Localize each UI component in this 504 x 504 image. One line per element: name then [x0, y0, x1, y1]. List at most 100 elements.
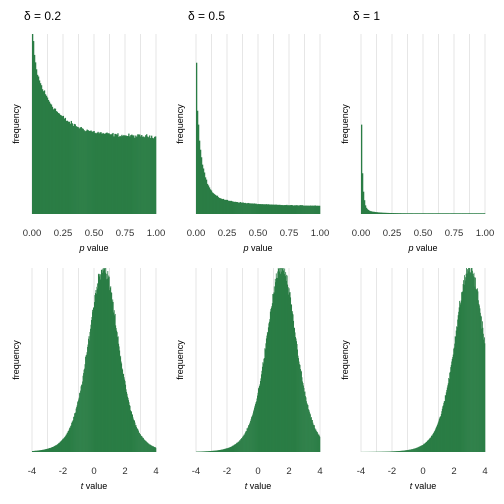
histogram-bar: [269, 311, 271, 452]
histogram-bar: [484, 213, 486, 214]
histogram-bar: [386, 212, 389, 214]
x-axis-variable: t: [81, 481, 84, 491]
histogram-bar: [199, 149, 202, 214]
histogram-bar: [92, 312, 94, 452]
histogram-bar: [115, 325, 117, 452]
histogram-bar: [439, 416, 441, 452]
histogram-bar: [280, 205, 282, 214]
histogram-bar: [405, 213, 407, 214]
histogram-bar: [89, 331, 91, 452]
histogram-bar: [423, 444, 424, 452]
histogram-bar: [153, 138, 155, 214]
histogram-bar: [478, 213, 480, 214]
histogram-bar: [44, 94, 47, 214]
histogram-bar: [43, 90, 46, 214]
histogram-bar: [256, 401, 257, 452]
histogram-bar: [433, 432, 435, 452]
histogram-bar: [444, 401, 446, 452]
histogram-bar: [225, 448, 227, 452]
histogram-bar: [422, 213, 424, 214]
histogram-bar: [441, 411, 443, 452]
histogram-bar: [227, 200, 230, 214]
histogram-bar: [124, 135, 126, 214]
histogram-bar: [453, 347, 455, 452]
histogram-bar: [398, 451, 399, 452]
histogram-bar: [413, 213, 415, 214]
histogram-bar: [406, 213, 408, 214]
histogram-bar: [211, 450, 213, 452]
histogram-bar: [219, 449, 221, 452]
histogram-bar: [88, 336, 90, 452]
histogram-bar: [246, 431, 247, 452]
histogram-bar: [297, 355, 299, 452]
histogram-bar: [39, 83, 42, 214]
histogram-bar: [35, 450, 37, 452]
histogram-bar: [212, 193, 215, 214]
histogram-bar: [273, 292, 275, 452]
histogram-bar: [310, 417, 312, 452]
histogram-bar: [304, 391, 305, 452]
histogram-bar: [285, 272, 287, 452]
histogram-bar: [85, 130, 87, 214]
histogram-bar: [403, 450, 404, 452]
histogram-bar: [149, 444, 151, 452]
histogram-bar: [136, 428, 138, 452]
histogram-bar: [256, 204, 258, 214]
histogram-bar: [290, 297, 292, 452]
histogram-bar: [430, 436, 432, 452]
histogram-bar: [75, 126, 77, 214]
histogram-bar: [415, 213, 417, 214]
histogram-bar: [126, 393, 128, 452]
histogram-bar: [407, 449, 409, 452]
histogram-bar: [451, 361, 453, 452]
histogram-bar: [239, 440, 241, 452]
histogram-bar: [245, 203, 247, 214]
histogram-bar: [207, 451, 209, 452]
histogram-bar: [315, 429, 316, 452]
histogram-bar: [108, 133, 110, 214]
histogram-bar: [393, 451, 395, 452]
histogram-bar: [110, 286, 112, 452]
histogram-bar: [78, 397, 80, 452]
histogram-bar: [276, 277, 278, 452]
histogram-bar: [463, 284, 465, 452]
histogram-bar: [302, 205, 304, 214]
histogram-bar: [420, 445, 422, 452]
histogram-bar: [56, 111, 59, 214]
histogram-bar: [248, 425, 250, 452]
histogram-bar: [37, 450, 39, 452]
histogram-bar: [127, 136, 129, 214]
histogram-bar: [283, 270, 285, 452]
histogram-bar: [361, 173, 364, 214]
histogram-bar: [217, 450, 219, 452]
histogram-bar: [72, 420, 74, 452]
histogram-bar: [254, 203, 256, 214]
histogram-bar: [454, 213, 456, 214]
histogram-bar: [432, 433, 434, 452]
histogram-bar: [93, 130, 95, 214]
histogram-bar: [268, 204, 270, 214]
histogram-bar: [76, 407, 77, 452]
histogram-bar: [70, 426, 71, 452]
histogram-bar: [216, 450, 218, 452]
histogram-bar: [212, 450, 214, 452]
histogram-bar: [37, 450, 39, 452]
x-tick-label: 0.50: [85, 228, 104, 239]
histogram-bar: [214, 450, 216, 452]
histogram-bar: [297, 349, 298, 452]
histogram-bar: [257, 395, 258, 452]
histogram-bar: [458, 307, 460, 452]
histogram-bar: [437, 423, 439, 452]
histogram-bar: [412, 449, 414, 452]
histogram-bar: [456, 213, 458, 214]
histogram-bar: [281, 268, 283, 452]
histogram-bar: [293, 205, 295, 214]
histogram-bar: [317, 432, 318, 452]
histogram-bar: [290, 205, 292, 214]
histogram-bar: [51, 106, 54, 214]
histogram-bar: [237, 202, 239, 214]
histogram-bar: [138, 432, 140, 452]
histogram-bar: [433, 213, 435, 214]
histogram-bar: [97, 288, 99, 452]
histogram-bar: [136, 136, 138, 214]
